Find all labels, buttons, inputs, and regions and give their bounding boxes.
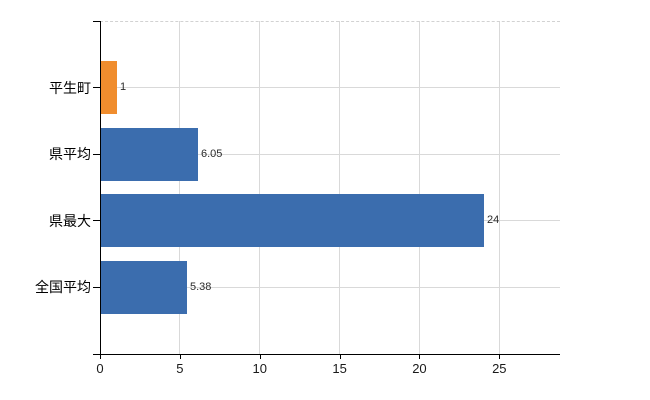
category-label: 全国平均 [35,279,91,295]
category-label: 平生町 [49,80,91,96]
bar-value-label: 5.38 [190,281,212,293]
x-tick-mark [339,354,341,359]
y-tick-mark [93,353,100,355]
x-tick-label: 10 [252,361,267,376]
x-tick-mark [259,354,261,359]
category-label: 県最大 [49,213,91,229]
y-tick-mark [93,153,100,155]
vertical-gridline [339,21,341,354]
vertical-gridline [498,21,500,354]
x-tick-mark [499,354,501,359]
y-tick-mark [93,286,100,288]
vertical-gridline [259,21,261,354]
horizontal-gridline [101,153,560,155]
horizontal-gridline [101,286,560,288]
bar [101,128,198,181]
x-tick-mark [419,354,421,359]
x-tick-label: 25 [492,361,507,376]
bar [101,194,484,247]
plot-top-border [100,20,560,22]
vertical-gridline [179,21,181,354]
x-tick-label: 15 [332,361,347,376]
x-tick-label: 0 [96,361,104,376]
x-tick-mark [179,354,181,359]
vertical-gridline [418,21,420,354]
bar [101,261,187,314]
x-axis-line [100,354,560,355]
x-tick-label: 5 [176,361,184,376]
bar [101,61,117,114]
y-axis-line [100,21,101,359]
bar-value-label: 6.05 [201,148,223,160]
category-label: 県平均 [49,146,91,162]
y-tick-mark [93,220,100,222]
y-tick-mark [93,20,100,22]
horizontal-gridline [101,87,560,89]
bar-value-label: 24 [487,214,500,226]
x-tick-label: 20 [412,361,427,376]
bar-value-label: 1 [120,81,127,93]
y-tick-mark [93,87,100,89]
